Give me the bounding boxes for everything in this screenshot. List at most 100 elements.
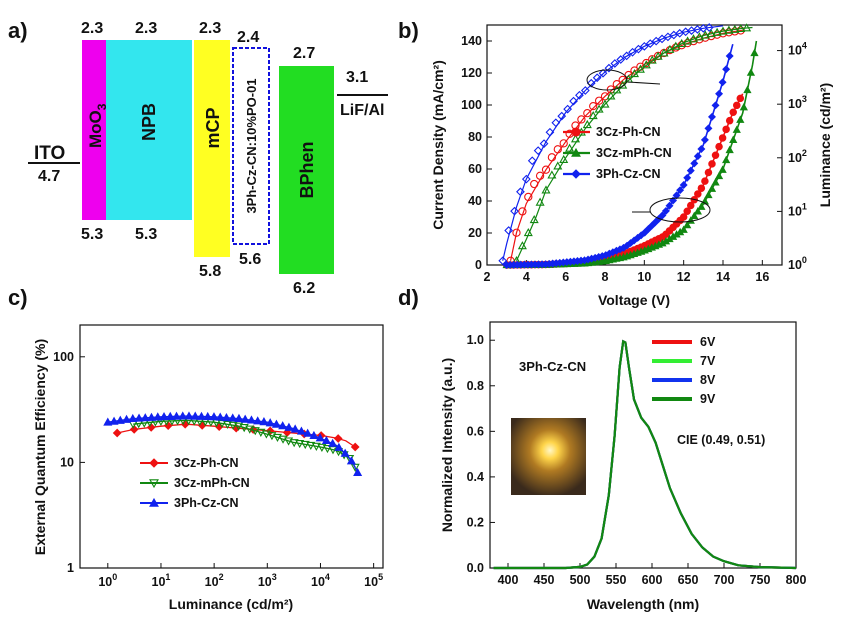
chart-b-legend-swatch-marker [571,147,581,157]
chart-b-luminance-point [610,59,620,68]
chart-b-luminance-point [594,96,604,105]
chart-c-point [203,411,213,421]
chart-c-xtick-label: 105 [364,572,383,589]
chart-c-point [272,433,283,443]
chart-c-point [265,418,275,427]
chart-b-luminance-point [677,38,687,48]
mcp-homo: 5.8 [199,263,221,280]
lif-al-lumo: 3.1 [346,69,368,86]
chart-b-current-point [715,89,724,98]
chart-b-xtick-label: 12 [677,270,691,284]
chart-b-luminance-point [651,36,661,46]
chart-b-legend-label: 3Cz-mPh-CN [596,146,672,160]
chart-b-current-point [725,116,734,125]
chart-b-current-point [729,135,738,143]
chart-b-luminance-point [647,55,657,64]
chart-b-y2tick-label: 100 [788,255,807,272]
chart-b-current-point [715,142,723,151]
chart-c-point [245,425,255,434]
chart-b-luminance-point [533,146,543,156]
npb-label: NPB [139,103,159,141]
chart-b-current-point [690,211,699,220]
chart-b-current-point [700,135,709,144]
chart-b-current-point [683,173,692,182]
chart-b-luminance-point [639,41,649,51]
chart-c-point [284,437,294,446]
chart-b-current-point [711,101,720,110]
chart-b-xtick-label: 6 [562,270,569,284]
chart-b-luminance-point [551,118,561,128]
chart-b-luminance-point [688,34,699,43]
chart-b-current-point [669,196,678,205]
chart-b-current-point [686,201,695,210]
chart-b-current-point [690,159,699,168]
chart-b-luminance-point [612,80,621,89]
chart-b-luminance-point [730,24,740,33]
chart-b-luminance-point [516,187,525,197]
chart-d-ytick-label: 0.4 [467,470,484,484]
chart-b-current-point [722,65,731,74]
bphen-homo: 6.2 [293,280,315,297]
chart-c-point [184,411,194,420]
chart-d-ytick-label: 1.0 [467,333,484,347]
chart-c-point [309,430,319,440]
chart-b-luminance-line [502,25,724,261]
chart-c-point [115,415,125,424]
moo3-label: MoO3 [86,103,109,148]
chart-b-ytick-label: 140 [461,34,482,48]
bphen-label: BPhen [297,141,317,198]
device-photo [511,418,586,495]
chart-b-luminance-point [557,111,567,121]
chart-b-luminance-point [530,179,539,189]
chart-d-xtick-label: 650 [678,573,699,587]
chart-b-luminance-point [589,101,598,111]
chart-c-point [303,428,313,437]
chart-c-point [306,441,316,451]
chart-c-point [240,414,250,423]
emitter-label: 3Ph-Cz-CN:10%PO-01 [244,78,259,213]
chart-c-point [261,430,271,439]
chart-c-ytick-label: 1 [67,561,74,575]
chart-c-point [215,412,225,421]
chart-c-point [221,412,232,422]
chart-c-point [322,444,332,454]
chart-d-xtick-label: 600 [642,573,663,587]
chart-b-luminance-point [512,228,521,237]
panel-label-b: b) [398,18,419,43]
chart-b-luminance-point [545,127,555,137]
chart-b-current-point [729,108,737,116]
chart-b-luminance-point [634,44,643,54]
chart-c-point [146,412,157,421]
chart-c-point [140,413,150,422]
chart-c-point [259,417,269,426]
chart-c-xtick-label: 103 [258,572,277,589]
moo3-lumo: 2.3 [81,20,103,37]
panel-label-c: c) [8,285,28,310]
moo3-label-sub: 3 [95,103,109,110]
chart-c-point [350,442,360,452]
chart-b-current-point [707,184,717,192]
chart-b-luminance-point [504,226,514,235]
chart-c-point [178,411,188,420]
chart-c-point [328,438,338,447]
npb-lumo: 2.3 [135,20,157,37]
chart-c-point [165,411,175,420]
chart-c-xtick-label: 100 [98,572,117,589]
chart-b-current-point [711,151,720,159]
chart-b-xlabel: Voltage (V) [598,292,670,308]
chart-eqe: 100 101 102 103 104 105 1 10 100 3Cz-Ph-CN 3Cz-mP… [32,324,384,612]
lif-al-label: LiF/Al [340,102,384,119]
chart-b-luminance-point [575,90,584,100]
chart-c-point [334,442,344,451]
chart-b-luminance-point [563,104,573,114]
chart-b-current-point [704,168,713,177]
chart-b-luminance-point [604,63,614,73]
chart-d-xtick-label: 450 [534,573,555,587]
chart-d-legend-label: 6V [700,335,716,349]
chart-b-luminance-point [641,60,651,69]
chart-d-xtick-label: 800 [786,573,807,587]
current-arrow [627,81,661,85]
chart-b-current-point [736,94,745,103]
chart-c-xtick-label: 101 [152,572,171,589]
chart-b-luminance-point [521,174,531,184]
